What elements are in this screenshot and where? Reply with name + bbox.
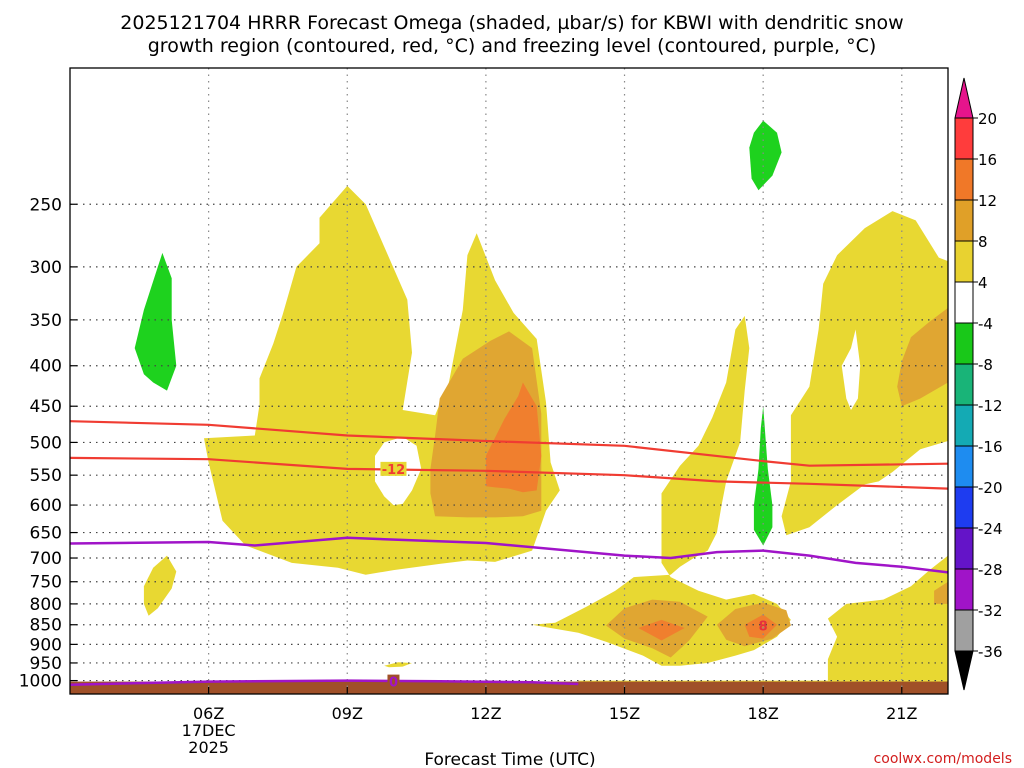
ascent-region-narrow-column xyxy=(532,315,791,666)
dgz-bottom-contour xyxy=(70,456,948,490)
y-tick-label-600: 600 xyxy=(30,496,62,516)
y-tick-label-400: 400 xyxy=(30,357,62,377)
freezing-level-upper xyxy=(70,536,948,574)
colorbar-swatch-7 xyxy=(954,404,974,447)
ascent-region-right-core xyxy=(897,307,948,407)
colorbar-swatch-8 xyxy=(954,445,974,488)
y-tick-label-450: 450 xyxy=(30,397,62,417)
freezing-contour-label: 0 xyxy=(389,676,398,691)
colorbar-label--20: -20 xyxy=(978,479,1003,497)
y-tick-label-700: 700 xyxy=(30,549,62,569)
descent-region-narrow xyxy=(753,406,773,546)
ascent-region-right-tower xyxy=(781,211,948,536)
dgz-top-contour xyxy=(70,420,948,467)
x-tick-label-09Z: 09Z xyxy=(332,704,363,723)
y-tick-label-350: 350 xyxy=(30,311,62,331)
chart-title-line-1: 2025121704 HRRR Forecast Omega (shaded, … xyxy=(120,12,903,34)
dgz-contour-label-bg xyxy=(380,461,407,476)
y-tick-label-250: 250 xyxy=(30,195,62,215)
x-tick-label-06Z: 06Z xyxy=(193,704,224,723)
clear-hole-right xyxy=(841,329,861,410)
colorbar-label-12: 12 xyxy=(978,192,997,210)
x-tick-year: 2025 xyxy=(188,738,229,757)
ascent-region-upper-core xyxy=(485,382,542,493)
y-tick-label-550: 550 xyxy=(30,466,62,486)
x-tick-label-12Z: 12Z xyxy=(470,704,501,723)
colorbar-label-20: 20 xyxy=(978,110,997,128)
colorbar-swatch-12 xyxy=(954,609,974,652)
y-tick-label-800: 800 xyxy=(30,595,62,615)
colorbar-label--8: -8 xyxy=(978,356,993,374)
y-tick-label-500: 500 xyxy=(30,433,62,453)
y-tick-label-300: 300 xyxy=(30,258,62,278)
ground-strip xyxy=(70,681,948,694)
colorbar-label--36: -36 xyxy=(978,643,1003,661)
y-tick-label-750: 750 xyxy=(30,573,62,593)
ascent-region-lower-far-right xyxy=(827,555,948,681)
y-tick-label-950: 950 xyxy=(30,654,62,674)
max-omega-contour-label: 8 xyxy=(759,620,768,635)
colorbar-label-16: 16 xyxy=(978,151,997,169)
colorbar-label--28: -28 xyxy=(978,561,1003,579)
colorbar-top-arrow xyxy=(954,77,974,119)
colorbar-swatch-9 xyxy=(954,486,974,529)
colorbar-swatch-4 xyxy=(954,281,974,324)
chart-title-line-2: growth region (contoured, red, °C) and f… xyxy=(148,35,877,57)
colorbar-swatch-10 xyxy=(954,527,974,570)
colorbar-bottom-arrow xyxy=(954,650,974,691)
x-tick-label-18Z: 18Z xyxy=(747,704,778,723)
y-tick-label-1000: 1000 xyxy=(19,672,62,692)
ascent-region-lower-right-max xyxy=(744,614,777,639)
colorbar-label--16: -16 xyxy=(978,438,1003,456)
ascent-region-lower-far-right-core xyxy=(934,581,948,604)
y-tick-label-900: 900 xyxy=(30,635,62,655)
dgz-contour-label: -12 xyxy=(382,463,406,478)
colorbar-label-4: 4 xyxy=(978,274,988,292)
descent-region-left xyxy=(134,252,177,391)
freezing-contour-label-bg xyxy=(387,674,400,688)
plot-frame xyxy=(69,67,949,695)
colorbar-swatch-1 xyxy=(954,158,974,201)
colorbar-label--12: -12 xyxy=(978,397,1003,415)
ascent-region-small-left xyxy=(143,555,177,616)
colorbar-label--24: -24 xyxy=(978,520,1003,538)
colorbar-label-8: 8 xyxy=(978,233,988,251)
y-tick-label-650: 650 xyxy=(30,524,62,544)
x-tick-date: 17DEC xyxy=(182,721,236,740)
x-axis-label: Forecast Time (UTC) xyxy=(424,750,595,768)
colorbar-swatch-11 xyxy=(954,568,974,611)
colorbar-swatch-5 xyxy=(954,322,974,365)
x-tick-label-21Z: 21Z xyxy=(886,704,917,723)
colorbar-swatch-6 xyxy=(954,363,974,406)
colorbar-label--4: -4 xyxy=(978,315,993,333)
colorbar-swatch-0 xyxy=(954,117,974,160)
ascent-region-small-spot xyxy=(384,662,412,668)
colorbar-swatch-3 xyxy=(954,240,974,283)
x-tick-label-15Z: 15Z xyxy=(609,704,640,723)
descent-region-top xyxy=(749,120,782,191)
colorbar-label--32: -32 xyxy=(978,602,1003,620)
credit-link[interactable]: coolwx.com/models xyxy=(874,751,1012,767)
colorbar-swatch-2 xyxy=(954,199,974,242)
y-tick-label-850: 850 xyxy=(30,616,62,636)
